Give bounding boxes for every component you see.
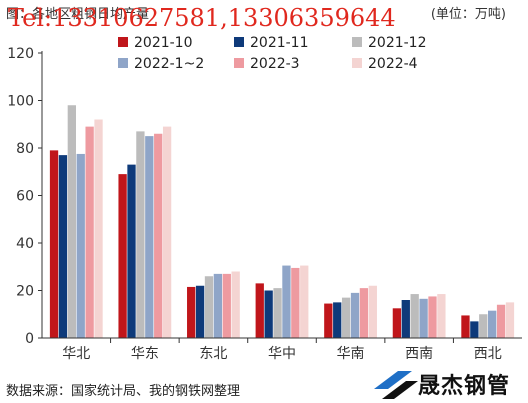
bar (291, 267, 300, 338)
x-tick-label: 东北 (199, 346, 227, 362)
legend-swatch (234, 37, 244, 47)
bar (428, 296, 437, 338)
bar (195, 285, 205, 338)
bar (127, 164, 136, 338)
legend-swatch (118, 37, 128, 47)
bar (136, 131, 145, 338)
bar (505, 302, 515, 338)
bar (401, 300, 410, 338)
bar (255, 283, 264, 338)
legend-label: 2022-3 (250, 56, 300, 72)
bar (67, 105, 76, 338)
x-tick-label: 华南 (337, 346, 365, 362)
bar (85, 126, 94, 338)
bar (324, 303, 333, 338)
bar (410, 294, 419, 338)
legend-label: 2021-12 (368, 35, 427, 51)
legend-swatch (352, 58, 362, 68)
bar (273, 288, 282, 338)
bar (479, 314, 488, 338)
phone-watermark: Tel:13310627581,13306359644 (8, 4, 396, 32)
bar (76, 153, 85, 338)
bar (496, 304, 506, 338)
bar (488, 310, 497, 338)
bar (213, 273, 223, 338)
bar (300, 265, 309, 338)
legend-label: 2021-10 (134, 35, 193, 51)
bars (49, 105, 515, 338)
y-tick-label: 60 (16, 189, 34, 205)
bar (204, 276, 214, 338)
bar (341, 297, 351, 338)
bar (419, 298, 428, 338)
legend-swatch (352, 37, 362, 47)
unit-label: (单位：万吨) (430, 7, 506, 22)
bar (162, 126, 172, 338)
bar (94, 119, 103, 338)
y-tick-label: 100 (7, 94, 34, 110)
y-tick-label: 80 (16, 141, 34, 157)
legend-label: 2021-11 (250, 35, 309, 51)
legend-swatch (118, 58, 128, 68)
bar (222, 273, 231, 338)
x-tick-label: 华北 (62, 346, 90, 362)
bar (49, 150, 59, 338)
bar (333, 302, 342, 338)
x-axis: 华北 华东 东北 华中 华南 西南 西北 (42, 337, 522, 362)
data-source: 数据来源：国家统计局、我的钢铁网整理 (6, 384, 241, 399)
bar (145, 136, 154, 338)
bar (359, 288, 369, 338)
y-tick-label: 40 (16, 236, 34, 252)
bar (231, 271, 240, 338)
legend-swatch (234, 58, 244, 68)
logo-mark-dark-icon (382, 381, 418, 399)
bar (470, 321, 479, 338)
legend-label: 2022-4 (368, 56, 418, 72)
logo-mark-icon (374, 371, 412, 389)
bar (461, 315, 470, 338)
x-tick-label: 西南 (405, 346, 433, 362)
chart-title: 图：各地区粗钢日均产量 (6, 7, 150, 22)
bar (264, 290, 273, 338)
legend: 2021-10 2021-11 2021-12 2022-1~2 2022-3 2022-… (118, 35, 427, 72)
bar (282, 265, 291, 338)
bar (154, 133, 163, 338)
x-tick-label: 华中 (268, 346, 296, 362)
bar (350, 292, 360, 338)
bar (392, 308, 402, 338)
legend-label: 2022-1~2 (134, 56, 204, 72)
company-logo (374, 371, 418, 399)
x-tick-label: 华东 (131, 346, 159, 362)
bar (368, 285, 377, 338)
logo-text: 晟杰钢管 (418, 374, 511, 399)
x-tick-label: 西北 (474, 346, 502, 362)
bar (187, 286, 196, 338)
y-tick-label: 120 (7, 46, 34, 62)
bar (437, 294, 446, 338)
y-tick-label: 20 (16, 284, 34, 300)
y-axis: 0 20 40 60 80 100 120 (7, 46, 43, 347)
y-tick-label: 0 (25, 331, 34, 347)
bar (58, 155, 68, 338)
bar (118, 174, 127, 338)
